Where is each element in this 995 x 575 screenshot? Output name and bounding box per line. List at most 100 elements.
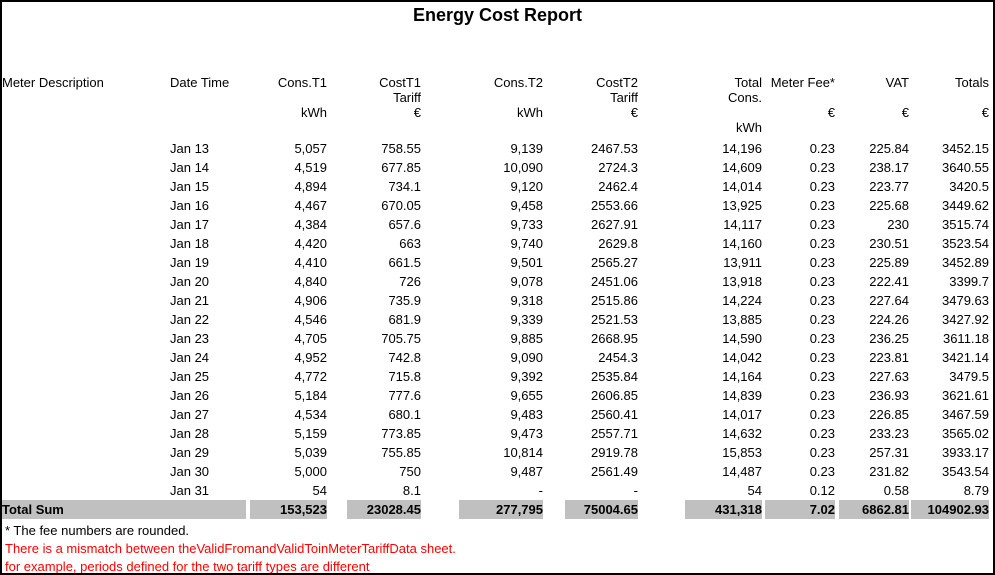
totals-cell: 3621.61	[942, 388, 989, 403]
col-spacer	[543, 234, 565, 253]
col-header-cost-t2-tariff: Tariff	[610, 90, 638, 105]
date-cell: Jan 14	[170, 160, 210, 175]
col-spacer	[543, 462, 565, 481]
col-spacer	[327, 424, 347, 443]
unit-cons-t1: kWh	[301, 105, 327, 120]
col-spacer	[421, 367, 459, 386]
cons-t1-cell: 5,184	[294, 388, 327, 403]
col-spacer	[543, 158, 565, 177]
vat-cell: 226.85	[869, 407, 909, 422]
unit-cons-t2: kWh	[517, 105, 543, 120]
col-spacer	[327, 272, 347, 291]
col-header-cons-t2: Cons.T2	[493, 75, 543, 90]
meter-fee-cell: 0.23	[809, 293, 835, 308]
date-cell: Jan 21	[170, 293, 210, 308]
vat-cell: 0.58	[883, 483, 909, 498]
cost-t2-cell: 2557.71	[591, 426, 638, 441]
col-spacer	[638, 310, 685, 329]
cost-t1-cell: 8.1	[402, 483, 421, 498]
col-spacer	[421, 272, 459, 291]
date-cell: Jan 28	[170, 426, 210, 441]
col-spacer	[327, 367, 347, 386]
total-cost-t1: 23028.45	[347, 500, 421, 519]
total-cons-cell: 54	[747, 483, 762, 498]
col-spacer	[543, 386, 565, 405]
unit-cost-t2: €	[630, 105, 638, 120]
cost-t1-cell: 705.75	[381, 331, 421, 346]
cons-t2-cell: 9,655	[510, 388, 543, 403]
vat-cell: 257.31	[869, 445, 909, 460]
totals-cell: 3452.15	[942, 141, 989, 156]
meter-description-cell	[2, 405, 170, 424]
col-spacer	[638, 291, 685, 310]
col-spacer	[421, 500, 459, 519]
cost-t2-cell: -	[633, 483, 638, 498]
col-spacer	[327, 158, 347, 177]
col-spacer	[327, 462, 347, 481]
cost-t2-cell: 2560.41	[591, 407, 638, 422]
cons-t2-cell: 9,078	[510, 274, 543, 289]
cons-t1-cell: 4,420	[294, 236, 327, 251]
col-header-date-time: Date Time	[170, 75, 230, 90]
totals-cell: 3467.59	[942, 407, 989, 422]
col-spacer	[421, 75, 459, 90]
totals-cell: 3449.62	[942, 198, 989, 213]
cost-t1-cell: 657.6	[388, 217, 421, 232]
meter-description-cell	[2, 158, 170, 177]
col-spacer	[421, 405, 459, 424]
col-spacer	[638, 272, 685, 291]
vat-cell: 236.25	[869, 331, 909, 346]
meter-description-cell	[2, 310, 170, 329]
meter-description-cell	[2, 462, 170, 481]
col-spacer	[543, 481, 565, 500]
meter-description-cell	[2, 367, 170, 386]
vat-cell: 230	[887, 217, 909, 232]
totals-cell: 3399.7	[949, 274, 989, 289]
col-spacer	[327, 386, 347, 405]
col-spacer	[327, 215, 347, 234]
totals-cell: 3640.55	[942, 160, 989, 175]
totals-cell: 3420.5	[949, 179, 989, 194]
totals-cell: 3479.5	[949, 369, 989, 384]
col-spacer	[543, 196, 565, 215]
col-spacer	[638, 348, 685, 367]
col-header-meter-description: Meter Description	[2, 75, 104, 90]
col-spacer	[327, 500, 347, 519]
meter-fee-cell: 0.23	[809, 331, 835, 346]
cons-t1-cell: 4,952	[294, 350, 327, 365]
col-spacer	[543, 500, 565, 519]
page-title: Energy Cost Report	[412, 5, 583, 25]
col-header-vat: VAT	[885, 75, 909, 90]
vat-cell: 230.51	[869, 236, 909, 251]
totals-cell: 3479.63	[942, 293, 989, 308]
date-cell: Jan 18	[170, 236, 210, 251]
col-spacer	[543, 272, 565, 291]
col-spacer	[638, 215, 685, 234]
total-cons-cell: 14,160	[722, 236, 762, 251]
col-spacer	[421, 253, 459, 272]
fee-footnote: * The fee numbers are rounded.	[5, 523, 190, 538]
cost-t1-cell: 742.8	[388, 350, 421, 365]
cost-t2-cell: 2561.49	[591, 464, 638, 479]
col-spacer	[638, 139, 685, 158]
meter-fee-cell: 0.23	[809, 255, 835, 270]
col-spacer	[327, 75, 347, 90]
col-spacer	[327, 329, 347, 348]
col-spacer	[421, 462, 459, 481]
col-spacer	[421, 386, 459, 405]
total-cons-cell: 14,164	[722, 369, 762, 384]
totals-cell: 3611.18	[942, 331, 989, 346]
table-row: Jan 31 54 8.1 - - 54 0.12 0.58 8.79	[2, 481, 989, 500]
col-spacer	[543, 253, 565, 272]
col-spacer	[327, 139, 347, 158]
cons-t2-cell: 9,339	[510, 312, 543, 327]
meter-description-cell	[2, 386, 170, 405]
totals-cell: 3565.02	[942, 426, 989, 441]
cost-t1-cell: 680.1	[388, 407, 421, 422]
col-spacer	[421, 158, 459, 177]
cost-t1-cell: 750	[399, 464, 421, 479]
col-header-meter-fee: Meter Fee*	[770, 75, 835, 90]
cost-t2-cell: 2451.06	[591, 274, 638, 289]
col-spacer	[543, 424, 565, 443]
